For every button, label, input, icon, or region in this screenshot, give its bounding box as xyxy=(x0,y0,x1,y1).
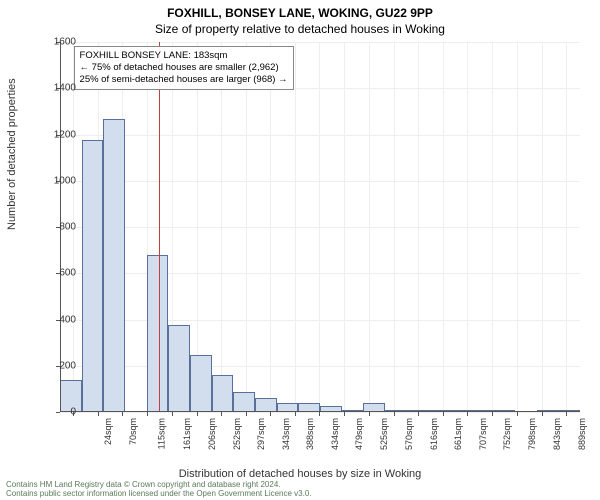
x-tick-label: 889sqm xyxy=(577,418,587,450)
x-axis-label: Distribution of detached houses by size … xyxy=(0,468,600,480)
gridline-v xyxy=(517,42,518,412)
histogram-bar xyxy=(212,375,234,412)
x-tick-label: 252sqm xyxy=(232,418,242,450)
y-tick-label: 200 xyxy=(36,360,76,371)
footer-line-1: Contains HM Land Registry data © Crown c… xyxy=(6,480,594,489)
x-tick-label: 616sqm xyxy=(429,418,439,450)
histogram-bar xyxy=(233,392,255,412)
y-tick-label: 600 xyxy=(36,268,76,279)
x-axis xyxy=(60,411,580,412)
histogram-bar xyxy=(82,140,104,412)
x-tick-label: 24sqm xyxy=(103,418,113,445)
gridline-v xyxy=(270,42,271,412)
x-tick-label: 343sqm xyxy=(281,418,291,450)
reference-line xyxy=(159,42,160,412)
x-tick-label: 434sqm xyxy=(330,418,340,450)
y-tick-label: 400 xyxy=(36,314,76,325)
footer-line-2: Contains public sector information licen… xyxy=(6,489,594,498)
histogram-bar xyxy=(168,325,190,412)
chart-title-sub: Size of property relative to detached ho… xyxy=(0,20,600,36)
y-tick-label: 1000 xyxy=(36,175,76,186)
gridline-v xyxy=(319,42,320,412)
x-tick-label: 388sqm xyxy=(305,418,315,450)
x-tick-label: 661sqm xyxy=(453,418,463,450)
gridline-v xyxy=(418,42,419,412)
x-tick-label: 707sqm xyxy=(478,418,488,450)
histogram-bar xyxy=(255,398,277,412)
gridline-v xyxy=(295,42,296,412)
annotation-box: FOXHILL BONSEY LANE: 183sqm← 75% of deta… xyxy=(74,46,294,90)
chart-title-main: FOXHILL, BONSEY LANE, WOKING, GU22 9PP xyxy=(0,0,600,20)
gridline-v xyxy=(221,42,222,412)
x-tick-label: 206sqm xyxy=(207,418,217,450)
gridline-v xyxy=(246,42,247,412)
y-axis-label: Number of detached properties xyxy=(6,78,18,230)
x-tick-label: 798sqm xyxy=(527,418,537,450)
footer-attribution: Contains HM Land Registry data © Crown c… xyxy=(6,480,594,498)
y-tick-label: 800 xyxy=(36,222,76,233)
annotation-line2: ← 75% of detached houses are smaller (2,… xyxy=(80,62,288,74)
y-tick-label: 1200 xyxy=(36,129,76,140)
annotation-line1: FOXHILL BONSEY LANE: 183sqm xyxy=(80,50,288,62)
histogram-bar xyxy=(103,119,125,412)
x-tick-label: 479sqm xyxy=(354,418,364,450)
gridline-v xyxy=(369,42,370,412)
gridline-v xyxy=(443,42,444,412)
plot-area: FOXHILL BONSEY LANE: 183sqm← 75% of deta… xyxy=(60,42,580,412)
x-tick-label: 843sqm xyxy=(552,418,562,450)
x-tick-label: 570sqm xyxy=(404,418,414,450)
annotation-line3: 25% of semi-detached houses are larger (… xyxy=(80,74,288,86)
x-tick-label: 161sqm xyxy=(182,418,192,450)
gridline-v xyxy=(492,42,493,412)
y-tick-label: 1600 xyxy=(36,37,76,48)
histogram-bar xyxy=(147,255,169,412)
x-tick-label: 525sqm xyxy=(379,418,389,450)
gridline-v xyxy=(542,42,543,412)
chart-container: FOXHILL, BONSEY LANE, WOKING, GU22 9PP S… xyxy=(0,0,600,500)
x-tick-label: 70sqm xyxy=(128,418,138,445)
y-tick-label: 0 xyxy=(36,407,76,418)
gridline-v xyxy=(467,42,468,412)
gridline-v xyxy=(566,42,567,412)
histogram-bar xyxy=(190,355,212,412)
gridline-v xyxy=(394,42,395,412)
x-tick-label: 115sqm xyxy=(157,418,167,449)
y-tick-label: 1400 xyxy=(36,83,76,94)
x-tick-label: 297sqm xyxy=(256,418,266,450)
x-tick-label: 752sqm xyxy=(502,418,512,450)
gridline-v xyxy=(344,42,345,412)
